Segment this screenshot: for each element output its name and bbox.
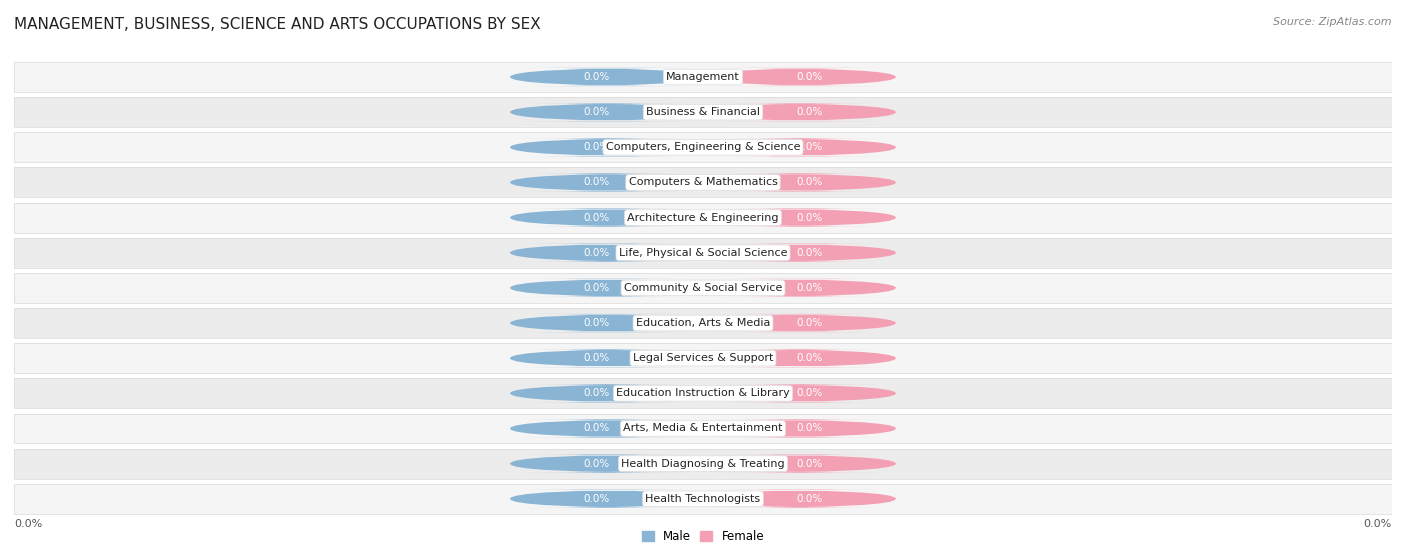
- Text: Architecture & Engineering: Architecture & Engineering: [627, 212, 779, 222]
- FancyBboxPatch shape: [703, 68, 896, 86]
- Text: 0.0%: 0.0%: [583, 353, 610, 363]
- FancyBboxPatch shape: [703, 279, 896, 297]
- Bar: [14, 168, 1392, 197]
- Text: 0.0%: 0.0%: [14, 519, 42, 529]
- Text: 0.0%: 0.0%: [583, 107, 610, 117]
- Bar: [14, 414, 1392, 443]
- Text: 0.0%: 0.0%: [583, 143, 610, 152]
- FancyBboxPatch shape: [703, 173, 896, 192]
- Text: Health Diagnosing & Treating: Health Diagnosing & Treating: [621, 458, 785, 468]
- FancyBboxPatch shape: [510, 68, 703, 86]
- FancyBboxPatch shape: [510, 138, 703, 157]
- Text: 0.0%: 0.0%: [796, 143, 823, 152]
- Bar: [14, 203, 1392, 233]
- Text: 0.0%: 0.0%: [1364, 519, 1392, 529]
- Text: 0.0%: 0.0%: [583, 177, 610, 187]
- Text: Legal Services & Support: Legal Services & Support: [633, 353, 773, 363]
- Legend: Male, Female: Male, Female: [638, 527, 768, 547]
- Bar: [14, 132, 1392, 162]
- Text: Computers & Mathematics: Computers & Mathematics: [628, 177, 778, 187]
- Bar: [14, 484, 1392, 514]
- FancyBboxPatch shape: [703, 454, 896, 473]
- FancyBboxPatch shape: [703, 244, 896, 262]
- FancyBboxPatch shape: [510, 349, 703, 367]
- FancyBboxPatch shape: [703, 314, 896, 332]
- Text: Community & Social Service: Community & Social Service: [624, 283, 782, 293]
- Text: 0.0%: 0.0%: [583, 212, 610, 222]
- FancyBboxPatch shape: [510, 454, 703, 473]
- Bar: [14, 132, 1392, 162]
- Text: Education, Arts & Media: Education, Arts & Media: [636, 318, 770, 328]
- Bar: [14, 449, 1392, 479]
- Text: 0.0%: 0.0%: [583, 283, 610, 293]
- FancyBboxPatch shape: [703, 349, 896, 367]
- FancyBboxPatch shape: [703, 138, 896, 157]
- Text: 0.0%: 0.0%: [583, 494, 610, 504]
- Text: 0.0%: 0.0%: [583, 318, 610, 328]
- Text: Business & Financial: Business & Financial: [645, 107, 761, 117]
- Bar: [14, 238, 1392, 268]
- FancyBboxPatch shape: [703, 419, 896, 438]
- Text: 0.0%: 0.0%: [796, 494, 823, 504]
- Bar: [14, 343, 1392, 373]
- Bar: [14, 378, 1392, 408]
- Text: Health Technologists: Health Technologists: [645, 494, 761, 504]
- Bar: [14, 308, 1392, 338]
- Text: Life, Physical & Social Science: Life, Physical & Social Science: [619, 248, 787, 258]
- Text: 0.0%: 0.0%: [583, 72, 610, 82]
- FancyBboxPatch shape: [510, 490, 703, 508]
- FancyBboxPatch shape: [510, 209, 703, 227]
- Bar: [14, 273, 1392, 303]
- Text: 0.0%: 0.0%: [796, 107, 823, 117]
- FancyBboxPatch shape: [510, 384, 703, 402]
- FancyBboxPatch shape: [510, 279, 703, 297]
- FancyBboxPatch shape: [703, 490, 896, 508]
- Bar: [14, 238, 1392, 268]
- Text: 0.0%: 0.0%: [796, 72, 823, 82]
- Text: Education Instruction & Library: Education Instruction & Library: [616, 389, 790, 399]
- FancyBboxPatch shape: [703, 103, 896, 121]
- Bar: [14, 97, 1392, 127]
- Text: 0.0%: 0.0%: [583, 458, 610, 468]
- Bar: [14, 414, 1392, 443]
- Text: 0.0%: 0.0%: [583, 248, 610, 258]
- Bar: [14, 62, 1392, 92]
- Text: Management: Management: [666, 72, 740, 82]
- Text: Source: ZipAtlas.com: Source: ZipAtlas.com: [1274, 17, 1392, 27]
- Text: 0.0%: 0.0%: [583, 424, 610, 433]
- Text: 0.0%: 0.0%: [796, 177, 823, 187]
- FancyBboxPatch shape: [510, 419, 703, 438]
- Bar: [14, 62, 1392, 92]
- Text: 0.0%: 0.0%: [796, 318, 823, 328]
- Bar: [14, 378, 1392, 408]
- Bar: [14, 203, 1392, 233]
- Text: 0.0%: 0.0%: [583, 389, 610, 399]
- FancyBboxPatch shape: [703, 384, 896, 402]
- Bar: [14, 168, 1392, 197]
- Text: 0.0%: 0.0%: [796, 424, 823, 433]
- Text: 0.0%: 0.0%: [796, 389, 823, 399]
- Text: 0.0%: 0.0%: [796, 458, 823, 468]
- Text: 0.0%: 0.0%: [796, 248, 823, 258]
- Bar: [14, 97, 1392, 127]
- Text: Arts, Media & Entertainment: Arts, Media & Entertainment: [623, 424, 783, 433]
- Text: 0.0%: 0.0%: [796, 283, 823, 293]
- FancyBboxPatch shape: [510, 314, 703, 332]
- Text: MANAGEMENT, BUSINESS, SCIENCE AND ARTS OCCUPATIONS BY SEX: MANAGEMENT, BUSINESS, SCIENCE AND ARTS O…: [14, 17, 541, 32]
- Text: 0.0%: 0.0%: [796, 212, 823, 222]
- Bar: [14, 484, 1392, 514]
- Bar: [14, 449, 1392, 479]
- Bar: [14, 343, 1392, 373]
- FancyBboxPatch shape: [510, 103, 703, 121]
- Text: Computers, Engineering & Science: Computers, Engineering & Science: [606, 143, 800, 152]
- FancyBboxPatch shape: [510, 244, 703, 262]
- Bar: [14, 308, 1392, 338]
- Text: 0.0%: 0.0%: [796, 353, 823, 363]
- Bar: [14, 273, 1392, 303]
- FancyBboxPatch shape: [510, 173, 703, 192]
- FancyBboxPatch shape: [703, 209, 896, 227]
